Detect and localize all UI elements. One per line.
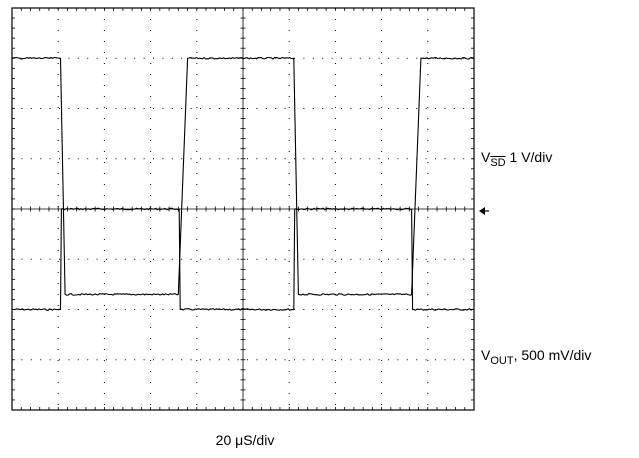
- trace-layer: [11, 56, 475, 311]
- arrow-left-icon: [479, 207, 485, 215]
- series-label-vout: VOUT, 500 mV/div: [481, 347, 592, 367]
- series-label-vsd: VSD 1 V/div: [481, 149, 553, 169]
- marker-layer: [479, 207, 489, 215]
- trace-vsd: [12, 207, 475, 311]
- trace-vout: [11, 56, 475, 296]
- x-axis-timebase-label: 20 μS/div: [215, 432, 275, 448]
